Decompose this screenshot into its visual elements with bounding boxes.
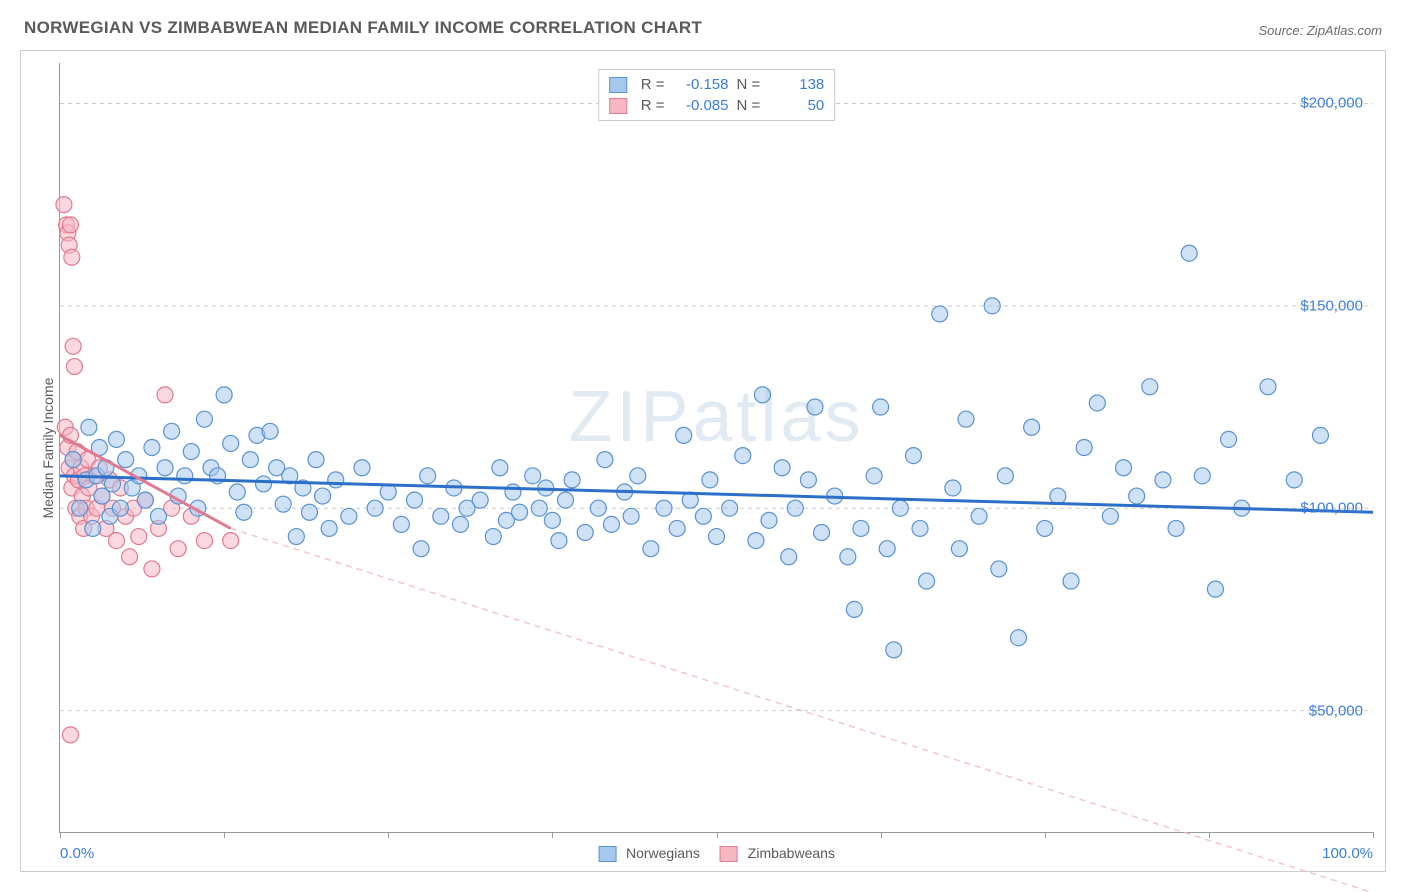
chart-container: Median Family Income ZIPatlas R = -0.158… <box>20 50 1386 872</box>
swatch-zimbabweans <box>609 98 627 114</box>
x-tick <box>881 832 882 838</box>
r-label: R = <box>641 76 665 93</box>
correlation-row-norwegians: R = -0.158 N = 138 <box>609 74 825 95</box>
legend-label-zimbabweans: Zimbabweans <box>748 845 835 861</box>
x-tick <box>1373 832 1374 838</box>
legend-label-norwegians: Norwegians <box>626 845 700 861</box>
chart-title: NORWEGIAN VS ZIMBABWEAN MEDIAN FAMILY IN… <box>24 18 702 38</box>
x-axis-min-label: 0.0% <box>60 845 94 862</box>
r-label: R = <box>641 97 665 114</box>
plot-svg <box>60 63 1373 832</box>
n-label: N = <box>737 76 761 93</box>
legend-item-zimbabweans: Zimbabweans <box>720 845 835 862</box>
series-legend: Norwegians Zimbabweans <box>598 845 835 862</box>
x-tick <box>60 832 61 838</box>
x-tick <box>717 832 718 838</box>
y-tick-label: $150,000 <box>1300 297 1363 314</box>
n-label: N = <box>737 97 761 114</box>
plot-area: Median Family Income ZIPatlas R = -0.158… <box>59 63 1373 833</box>
x-tick <box>1209 832 1210 838</box>
x-tick <box>552 832 553 838</box>
swatch-norwegians <box>609 77 627 93</box>
y-tick-label: $100,000 <box>1300 500 1363 517</box>
source-label: Source: ZipAtlas.com <box>1258 23 1382 38</box>
r-value-zimbabweans: -0.085 <box>673 97 729 114</box>
r-value-norwegians: -0.158 <box>673 76 729 93</box>
n-value-zimbabweans: 50 <box>768 97 824 114</box>
x-tick <box>388 832 389 838</box>
correlation-row-zimbabweans: R = -0.085 N = 50 <box>609 95 825 116</box>
x-tick <box>1045 832 1046 838</box>
x-axis-max-label: 100.0% <box>1322 845 1373 862</box>
y-tick-label: $50,000 <box>1309 702 1363 719</box>
n-value-norwegians: 138 <box>768 76 824 93</box>
y-tick-label: $200,000 <box>1300 95 1363 112</box>
y-axis-label: Median Family Income <box>40 377 56 518</box>
x-tick <box>224 832 225 838</box>
correlation-legend: R = -0.158 N = 138 R = -0.085 N = 50 <box>598 69 836 121</box>
legend-item-norwegians: Norwegians <box>598 845 700 862</box>
swatch-norwegians <box>598 846 616 862</box>
swatch-zimbabweans <box>720 846 738 862</box>
